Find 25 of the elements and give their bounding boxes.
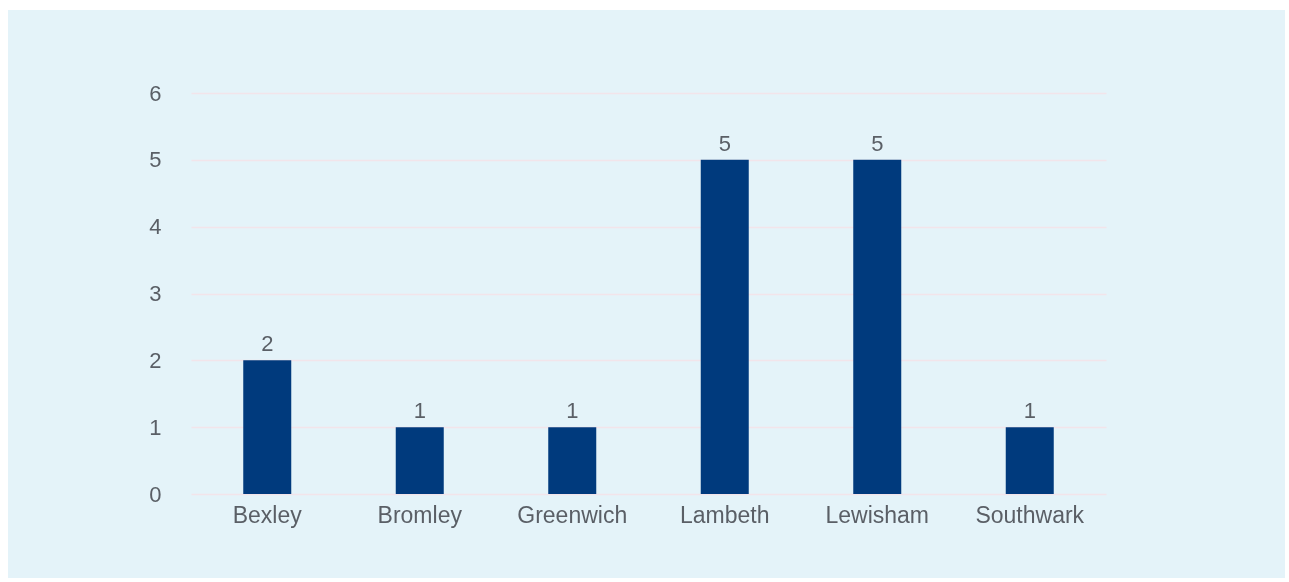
y-tick-label: 5	[149, 147, 162, 173]
data-label: 1	[566, 398, 579, 424]
x-tick-label: Bromley	[377, 501, 463, 528]
data-label: 1	[413, 398, 426, 424]
x-tick-label: Lambeth	[679, 501, 770, 528]
y-tick-label: 1	[149, 414, 162, 440]
y-tick-label: 3	[149, 281, 162, 306]
y-tick-label: 6	[149, 80, 162, 106]
data-label: 2	[261, 331, 274, 357]
y-tick-label: 2	[149, 347, 162, 373]
bar	[548, 427, 597, 494]
bar	[243, 360, 292, 494]
x-tick-label: Bexley	[232, 501, 303, 528]
y-tick-label: 4	[149, 214, 162, 240]
bar	[700, 159, 749, 494]
data-label: 5	[718, 130, 731, 156]
data-label: 5	[871, 130, 884, 156]
x-tick-label: Southwark	[975, 501, 1085, 528]
x-tick-label: Greenwich	[517, 501, 628, 528]
bar	[395, 427, 444, 494]
data-label: 1	[1023, 398, 1036, 424]
y-tick-label: 0	[149, 481, 162, 507]
x-tick-label: Lewisham	[825, 501, 930, 528]
bar	[853, 159, 902, 494]
bar	[1005, 427, 1054, 494]
